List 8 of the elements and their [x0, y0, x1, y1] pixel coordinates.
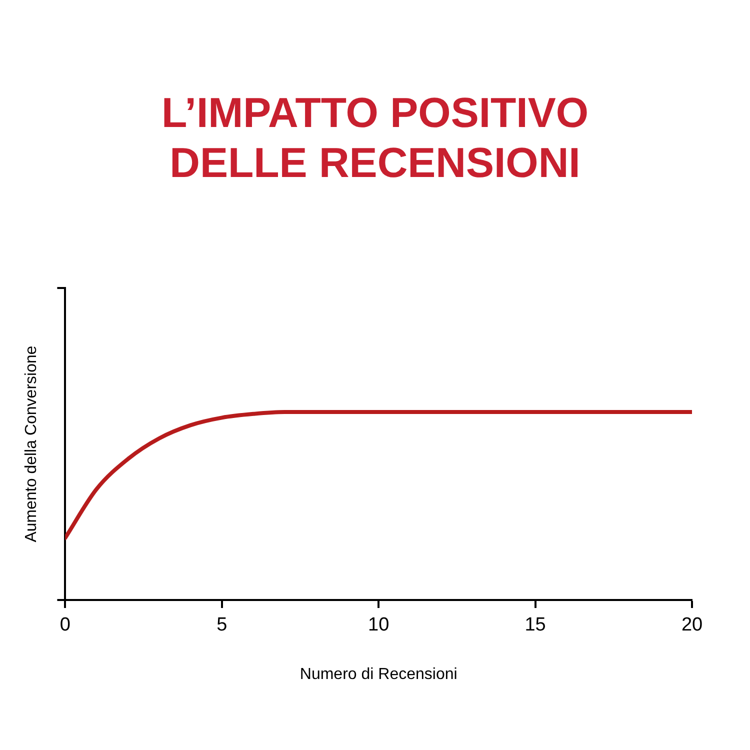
- x-tick-label: 0: [60, 614, 70, 636]
- y-axis-title: Aumento della Conversione: [23, 346, 40, 542]
- x-tick-label: 5: [216, 614, 228, 636]
- x-tick-label: 20: [681, 614, 703, 636]
- x-tick-label: 15: [524, 614, 546, 636]
- chart-title: L’IMPATTO POSITIVO DELLE RECENSIONI: [160, 88, 590, 188]
- x-tick-label: 10: [368, 614, 390, 636]
- x-axis-title: Numero di Recensioni: [300, 666, 458, 683]
